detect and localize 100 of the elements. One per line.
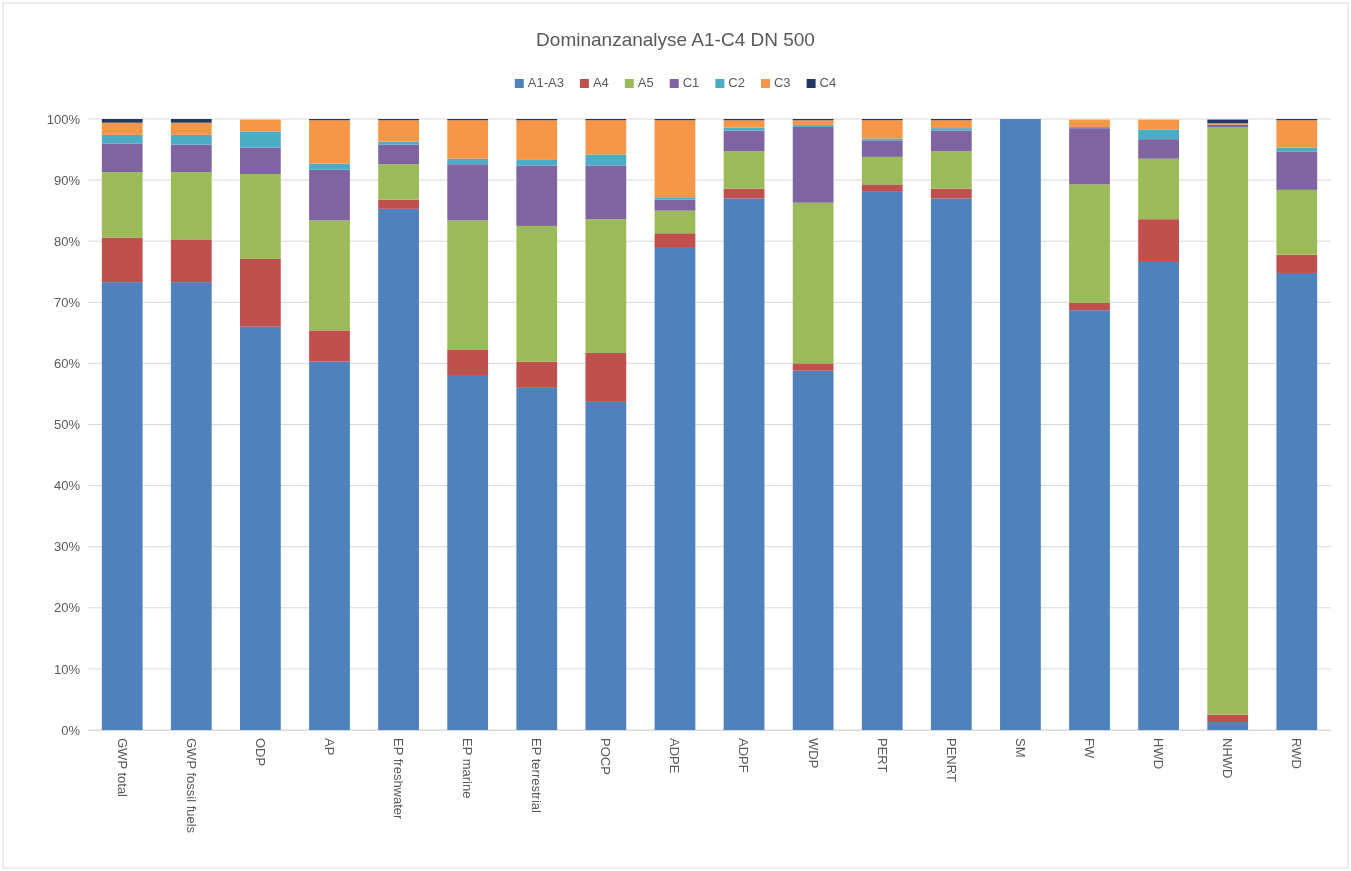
bar [516, 225, 558, 362]
bar [240, 173, 281, 259]
bar [170, 122, 212, 135]
bar [930, 198, 972, 730]
legend-label: C2 [728, 75, 745, 90]
x-tick-label: GWP total [114, 738, 130, 798]
bar [240, 258, 281, 327]
bar [101, 122, 143, 135]
bar [861, 120, 903, 139]
bar [1000, 119, 1041, 730]
bar [378, 144, 419, 165]
legend-label: A4 [592, 75, 609, 90]
legend-label: C3 [773, 75, 791, 90]
bar [654, 120, 696, 198]
legend-label: A1-A3 [527, 75, 564, 90]
bar [378, 208, 419, 730]
bar [1138, 119, 1179, 130]
legend-label: A5 [637, 75, 654, 90]
bar [930, 130, 972, 152]
bar [1138, 129, 1179, 140]
bar [170, 119, 212, 123]
bar [1069, 119, 1110, 127]
y-tick-label: 10% [53, 661, 81, 677]
bar [861, 191, 903, 730]
bar [309, 220, 350, 331]
bar [930, 188, 972, 199]
bar [447, 349, 489, 376]
bar [930, 151, 972, 189]
bar [378, 120, 419, 142]
bar [1138, 158, 1179, 220]
bar [1276, 272, 1318, 730]
bar [930, 128, 972, 131]
bar [170, 134, 212, 145]
y-tick-label: 80% [53, 233, 81, 249]
bar [101, 282, 143, 730]
bar [170, 144, 212, 173]
x-tick-label: FW [1081, 738, 1097, 759]
bar [1069, 128, 1110, 185]
bar [585, 154, 627, 166]
bar [240, 131, 281, 148]
x-tick-label: NHWD [1220, 738, 1236, 779]
bar [101, 172, 143, 238]
bar [1138, 261, 1179, 730]
bar [240, 119, 281, 132]
bar [654, 197, 696, 200]
bar [170, 172, 212, 240]
bar [516, 120, 558, 160]
bar [101, 143, 143, 173]
x-tick-label: EP freshwater [391, 738, 407, 821]
bar [654, 247, 696, 730]
bar [516, 159, 558, 166]
bar [585, 353, 627, 402]
y-tick-label: 70% [53, 294, 81, 310]
bar [585, 219, 627, 354]
bar [861, 156, 903, 185]
bar [723, 127, 765, 131]
bar [723, 130, 765, 152]
bar [654, 210, 696, 234]
bar [930, 120, 972, 129]
bar [378, 164, 419, 200]
chart-title: Dominanzanalyse A1-C4 DN 500 [536, 29, 815, 50]
legend-label: C1 [682, 75, 700, 90]
bar [585, 165, 627, 220]
y-tick-label: 20% [53, 600, 81, 616]
bar [1138, 139, 1179, 159]
bar [516, 165, 558, 226]
bar [447, 220, 489, 350]
x-tick-label: ODP [252, 738, 268, 767]
bar [1276, 254, 1318, 273]
bar [861, 140, 903, 157]
bar [792, 363, 834, 371]
bar [1276, 189, 1318, 255]
x-tick-label: RWD [1289, 738, 1305, 769]
x-tick-label: ADPF [736, 738, 752, 773]
bar [723, 188, 765, 199]
bar [240, 326, 281, 730]
bar [1207, 714, 1249, 723]
bar [516, 361, 558, 388]
y-tick-label: 30% [53, 539, 81, 555]
bar [309, 120, 350, 164]
bar [1138, 219, 1179, 262]
bar [447, 120, 489, 159]
y-tick-label: 60% [53, 356, 81, 372]
bar [1207, 722, 1249, 730]
y-tick-label: 40% [53, 478, 81, 494]
bar [101, 119, 143, 123]
bar [447, 164, 489, 221]
bar [861, 184, 903, 192]
y-tick-label: 50% [53, 417, 81, 433]
bar [447, 375, 489, 730]
bar [792, 370, 834, 730]
bar [654, 233, 696, 248]
bar [309, 330, 350, 362]
y-tick-label: 100% [46, 111, 81, 127]
bar [447, 158, 489, 165]
bar [170, 239, 212, 283]
bar [1276, 151, 1318, 190]
bar [309, 169, 350, 221]
bar [792, 120, 834, 126]
bar [1276, 120, 1318, 148]
